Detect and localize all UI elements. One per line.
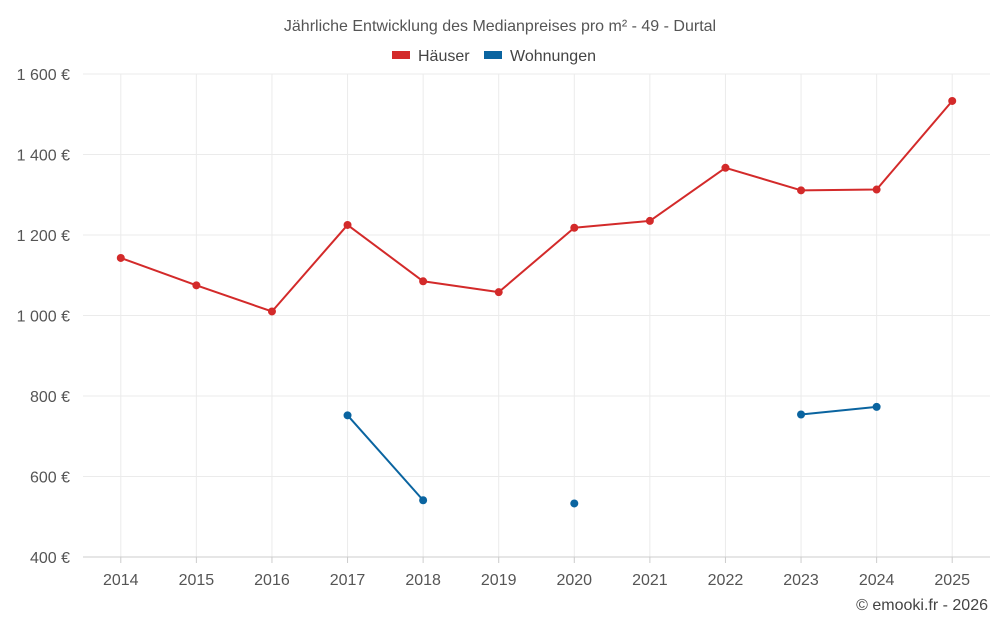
y-tick-label: 1 400 € <box>17 148 70 165</box>
data-point[interactable] <box>267 307 276 316</box>
y-tick-label: 400 € <box>30 550 70 567</box>
x-axis-ticks: 2014 2015 2016 2017 2018 2019 2020 2021 2022 2023… <box>103 557 970 589</box>
x-tick-label: 2020 <box>556 572 592 589</box>
data-point[interactable] <box>419 277 428 286</box>
x-tick-label: 2016 <box>254 572 290 589</box>
y-tick-label: 1 000 € <box>17 309 70 326</box>
data-point[interactable] <box>872 402 881 411</box>
data-point[interactable] <box>343 220 352 229</box>
x-tick-label: 2021 <box>632 572 668 589</box>
data-point[interactable] <box>419 496 428 505</box>
x-tick-label: 2022 <box>708 572 744 589</box>
y-tick-label: 600 € <box>30 470 70 487</box>
data-point[interactable] <box>797 410 806 419</box>
data-point[interactable] <box>343 411 352 420</box>
grid <box>83 73 990 557</box>
chart-title: Jährliche Entwicklung des Medianpreises … <box>284 18 716 35</box>
credit: © emooki.fr - 2026 <box>856 597 988 614</box>
legend: Häuser Wohnungen <box>392 48 596 65</box>
data-point[interactable] <box>948 96 957 105</box>
series-1 <box>343 402 881 508</box>
x-tick-label: 2019 <box>481 572 517 589</box>
legend-swatch-houses <box>392 51 410 59</box>
legend-swatch-apartments <box>484 51 502 59</box>
data-point[interactable] <box>192 281 201 290</box>
x-tick-label: 2017 <box>330 572 366 589</box>
data-point[interactable] <box>494 288 503 297</box>
data-point[interactable] <box>570 499 579 508</box>
series-line <box>346 414 424 501</box>
y-tick-label: 800 € <box>30 389 70 406</box>
series-0 <box>116 96 957 316</box>
data-point[interactable] <box>872 185 881 194</box>
data-point[interactable] <box>721 163 730 172</box>
x-tick-label: 2018 <box>405 572 441 589</box>
y-tick-label: 1 600 € <box>17 67 70 84</box>
legend-label-houses: Häuser <box>418 48 470 65</box>
x-tick-label: 2023 <box>783 572 819 589</box>
data-point[interactable] <box>797 186 806 195</box>
data-point[interactable] <box>645 216 654 225</box>
series-line <box>120 100 953 313</box>
series <box>116 96 957 508</box>
x-tick-label: 2024 <box>859 572 895 589</box>
data-point[interactable] <box>116 253 125 262</box>
y-axis-ticks: 400 € 600 € 800 € 1 000 € 1 200 € 1 400 € 1 60… <box>17 67 70 567</box>
data-point[interactable] <box>570 223 579 232</box>
x-tick-label: 2014 <box>103 572 139 589</box>
legend-item-apartments[interactable]: Wohnungen <box>484 48 596 65</box>
x-tick-label: 2025 <box>934 572 970 589</box>
legend-item-houses[interactable]: Häuser <box>392 48 470 65</box>
x-tick-label: 2015 <box>179 572 215 589</box>
series-line <box>800 405 877 416</box>
y-tick-label: 1 200 € <box>17 228 70 245</box>
legend-label-apartments: Wohnungen <box>510 48 596 65</box>
